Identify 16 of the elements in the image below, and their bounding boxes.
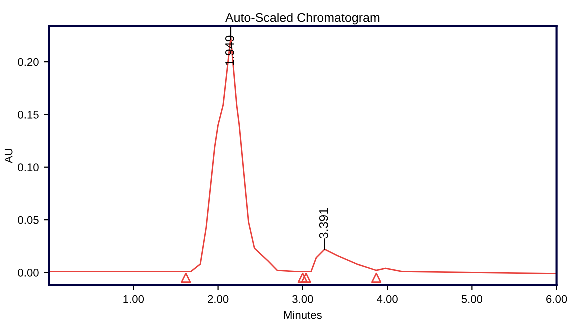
x-tick-label: 1.00 xyxy=(124,295,144,304)
x-axis-title: Minutes xyxy=(284,310,322,320)
x-tick-label: 2.00 xyxy=(208,295,229,304)
y-tick-label: 0.05 xyxy=(18,216,39,224)
x-tick-label: 4.00 xyxy=(376,295,398,304)
y-tick-label: 0.20 xyxy=(18,58,39,66)
chart-title: Auto-Scaled Chromatogram xyxy=(225,13,380,25)
y-axis-title: AU xyxy=(4,148,13,164)
y-tick-label: 0.10 xyxy=(18,164,39,172)
x-tick-label: 3.00 xyxy=(292,295,314,304)
annotation: 1.949 xyxy=(225,36,234,66)
x-tick-label: 6.00 xyxy=(546,295,568,304)
annotation: 3.391 xyxy=(319,208,328,239)
x-tick-label: 5.00 xyxy=(462,295,483,304)
y-tick-label: 0.00 xyxy=(18,268,39,277)
y-tick-label: 0.15 xyxy=(18,110,39,119)
